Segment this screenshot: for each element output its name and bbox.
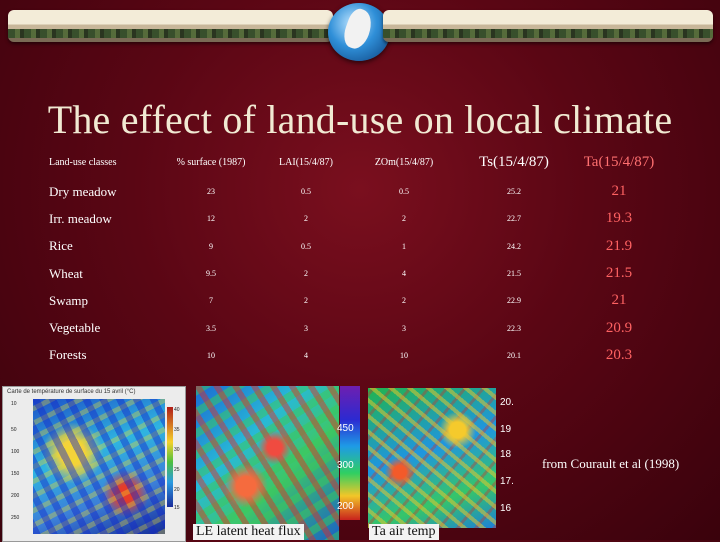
ta-scale-label: 20. [500,397,514,408]
cell-name: Dry meadow [49,183,117,199]
header-surface: % surface (1987) [176,156,246,168]
surface-temperature-map: Carte de température de surface du 15 av… [2,386,186,542]
cell-lai: 0.5 [301,187,311,197]
latent-heat-color-scale [340,386,360,520]
cell-zom: 4 [402,269,406,279]
cell-ts: 20.1 [507,350,521,360]
land-use-table: Land-use classes % surface (1987) LAI(15… [49,146,669,369]
ta-scale-label: 17. [500,476,514,487]
cell-surface: 23 [207,187,215,197]
cell-name: Forests [49,347,87,363]
cell-ts: 21.5 [507,269,521,279]
cell-surface: 9 [209,241,213,251]
table-row: Wheat 9.5 2 4 21.5 21.5 [49,260,669,287]
cell-lai: 4 [304,350,308,360]
cell-name: Wheat [49,265,83,281]
cell-name: Swamp [49,292,88,308]
header-ta: Ta(15/4/87) [583,153,655,170]
cell-ts: 22.7 [507,214,521,224]
le-map-caption: LE latent heat flux [193,524,304,540]
cell-lai: 2 [304,269,308,279]
le-scale-label: 300 [337,460,354,471]
surface-temp-tick: 30 [174,447,180,453]
ta-scale-label: 16 [500,503,512,514]
surface-temp-ytick: 150 [11,471,20,477]
surface-temp-color-scale [167,407,173,507]
air-temperature-map [368,388,496,528]
cell-zom: 0.5 [399,187,409,197]
table-row: Dry meadow 23 0.5 0.5 25.2 21 [49,178,669,205]
header-zom: ZOm(15/4/87) [374,156,434,168]
cell-lai: 3 [304,323,308,333]
cell-name: Vegetable [49,320,101,336]
cell-lai: 2 [304,214,308,224]
cell-ta: 20.9 [605,319,633,336]
cell-ts: 24.2 [507,241,521,251]
cell-ta: 20.3 [605,346,633,363]
surface-temp-tick: 40 [174,407,180,413]
ta-scale-label: 18 [500,449,512,460]
surface-temp-ytick: 50 [11,427,17,433]
cell-lai: 2 [304,296,308,306]
surface-temp-map-image [33,399,165,534]
le-scale-label: 450 [337,423,354,434]
cell-surface: 10 [207,350,215,360]
ta-map-caption: Ta air temp [369,524,439,540]
surface-temp-ytick: 250 [11,515,20,521]
cell-ta: 21 [611,183,627,200]
table-row: Rice 9 0.5 1 24.2 21.9 [49,233,669,260]
table-row: Vegetable 3.5 3 3 22.3 20.9 [49,314,669,341]
header-land-use: Land-use classes [49,156,117,168]
surface-temp-tick: 20 [174,487,180,493]
cell-zom: 10 [400,350,408,360]
table-row: Forests 10 4 10 20.1 20.3 [49,342,669,369]
cell-surface: 7 [209,296,213,306]
surface-temp-ytick: 100 [11,449,20,455]
cell-ts: 25.2 [507,187,521,197]
citation: from Courault et al (1998) [542,456,680,471]
cell-ta: 19.3 [605,210,633,227]
cell-ta: 21.9 [605,237,633,254]
le-scale-label: 200 [337,501,354,512]
surface-temp-map-caption: Carte de température de surface du 15 av… [7,389,136,395]
surface-temp-tick: 35 [174,427,180,433]
cell-surface: 9.5 [206,269,216,279]
cell-lai: 0.5 [301,241,311,251]
cell-ta: 21.5 [605,265,633,282]
cell-zom: 3 [402,323,406,333]
surface-temp-ytick: 200 [11,493,20,499]
header-banner-left [8,10,333,42]
table-row: Irr. meadow 12 2 2 22.7 19.3 [49,205,669,232]
header-lai: LAI(15/4/87) [279,156,333,168]
cell-ta: 21 [611,292,627,309]
cell-name: Rice [49,238,73,254]
cell-zom: 2 [402,214,406,224]
header-banner-right [383,10,713,42]
surface-temp-tick: 25 [174,467,180,473]
ta-scale-label: 19 [500,424,512,435]
cell-ts: 22.9 [507,296,521,306]
table-header-row: Land-use classes % surface (1987) LAI(15… [49,146,669,178]
surface-temp-ytick: 10 [11,401,17,407]
surface-temp-tick: 15 [174,505,180,511]
cell-surface: 12 [207,214,215,224]
table-row: Swamp 7 2 2 22.9 21 [49,287,669,314]
cell-zom: 2 [402,296,406,306]
slide-title: The effect of land-use on local climate [47,97,673,142]
latent-heat-flux-map [196,386,339,540]
cell-zom: 1 [402,241,406,251]
cell-ts: 22.3 [507,323,521,333]
cell-name: Irr. meadow [49,210,112,226]
header-ts: Ts(15/4/87) [479,153,549,170]
globe-logo-icon [328,3,390,61]
cell-surface: 3.5 [206,323,216,333]
